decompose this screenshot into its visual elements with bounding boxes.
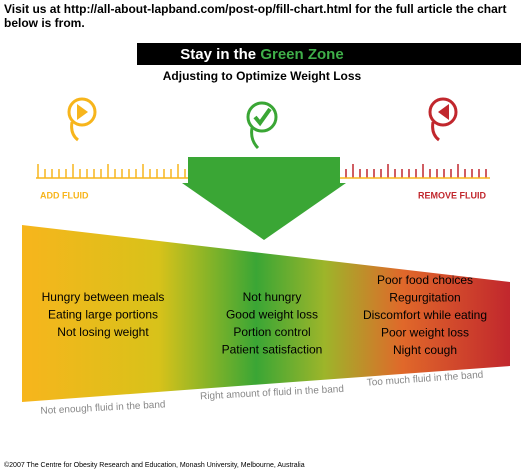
zone-item: Good weight loss [226,308,318,322]
zone-item: Night cough [393,343,457,357]
title-highlight: Green Zone [260,46,343,63]
zone-caption: Not enough fluid in the band [40,399,166,417]
zone-item: Not hungry [243,290,302,304]
banner-title: Stay in the Green Zone [180,46,343,63]
add-fluid-label: ADD FLUID [40,190,89,200]
icon-add [67,97,97,142]
icon-ok [246,101,278,150]
zone-item: Poor weight loss [381,326,469,340]
title-prefix: Stay in the [180,46,260,63]
zone-item: Discomfort while eating [363,308,487,322]
remove-fluid-label: REMOVE FLUID [418,190,487,200]
banner [137,43,521,65]
zone-item: Patient satisfaction [222,343,323,357]
copyright: ©2007 The Centre for Obesity Research an… [4,461,305,469]
zone-item: Not losing weight [57,325,149,339]
banner-subtitle: Adjusting to Optimize Weight Loss [163,69,362,83]
zone-gradient [22,225,510,402]
zone-item: Regurgitation [389,291,460,305]
zone-item: Hungry between meals [42,290,165,304]
zone-item: Portion control [233,325,310,339]
green-arrow [182,183,346,240]
header-text: Visit us at http://all-about-lapband.com… [4,2,507,30]
zone-item: Poor food choices [377,273,473,287]
icon-remove [428,97,458,142]
green-zone-box [188,157,340,183]
zone-item: Eating large portions [48,308,158,322]
